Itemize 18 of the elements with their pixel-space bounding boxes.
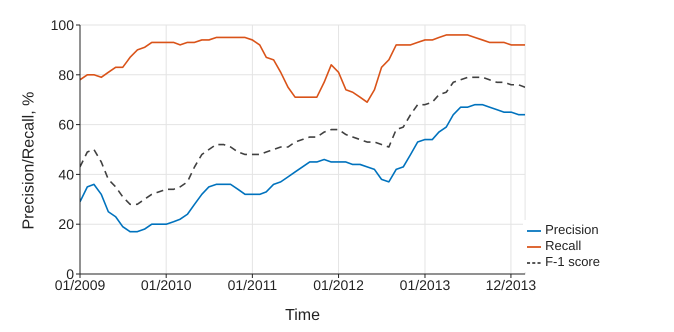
legend-label: F-1 score (545, 254, 600, 269)
x-tick-label: 12/2013 (486, 276, 536, 293)
legend-label: Precision (545, 222, 599, 237)
line-series (80, 76, 526, 206)
y-tick-label: 40 (58, 166, 74, 182)
y-tick-label: 100 (50, 16, 74, 33)
y-tick-label: 80 (58, 66, 74, 83)
x-tick-label: 01/2011 (228, 276, 278, 293)
x-tick-label: 01/2012 (313, 276, 364, 293)
x-tick-label: 01/2010 (140, 276, 192, 293)
line-series (80, 34, 526, 103)
legend-label: Recall (545, 238, 582, 253)
y-axis-title: Precision/Recall, % (20, 92, 38, 230)
y-tick-label: 60 (58, 116, 74, 133)
x-axis-title: Time (285, 307, 320, 324)
line-series (80, 104, 526, 232)
y-tick-label: 20 (58, 216, 74, 232)
x-tick-label: 01/2013 (400, 276, 450, 293)
